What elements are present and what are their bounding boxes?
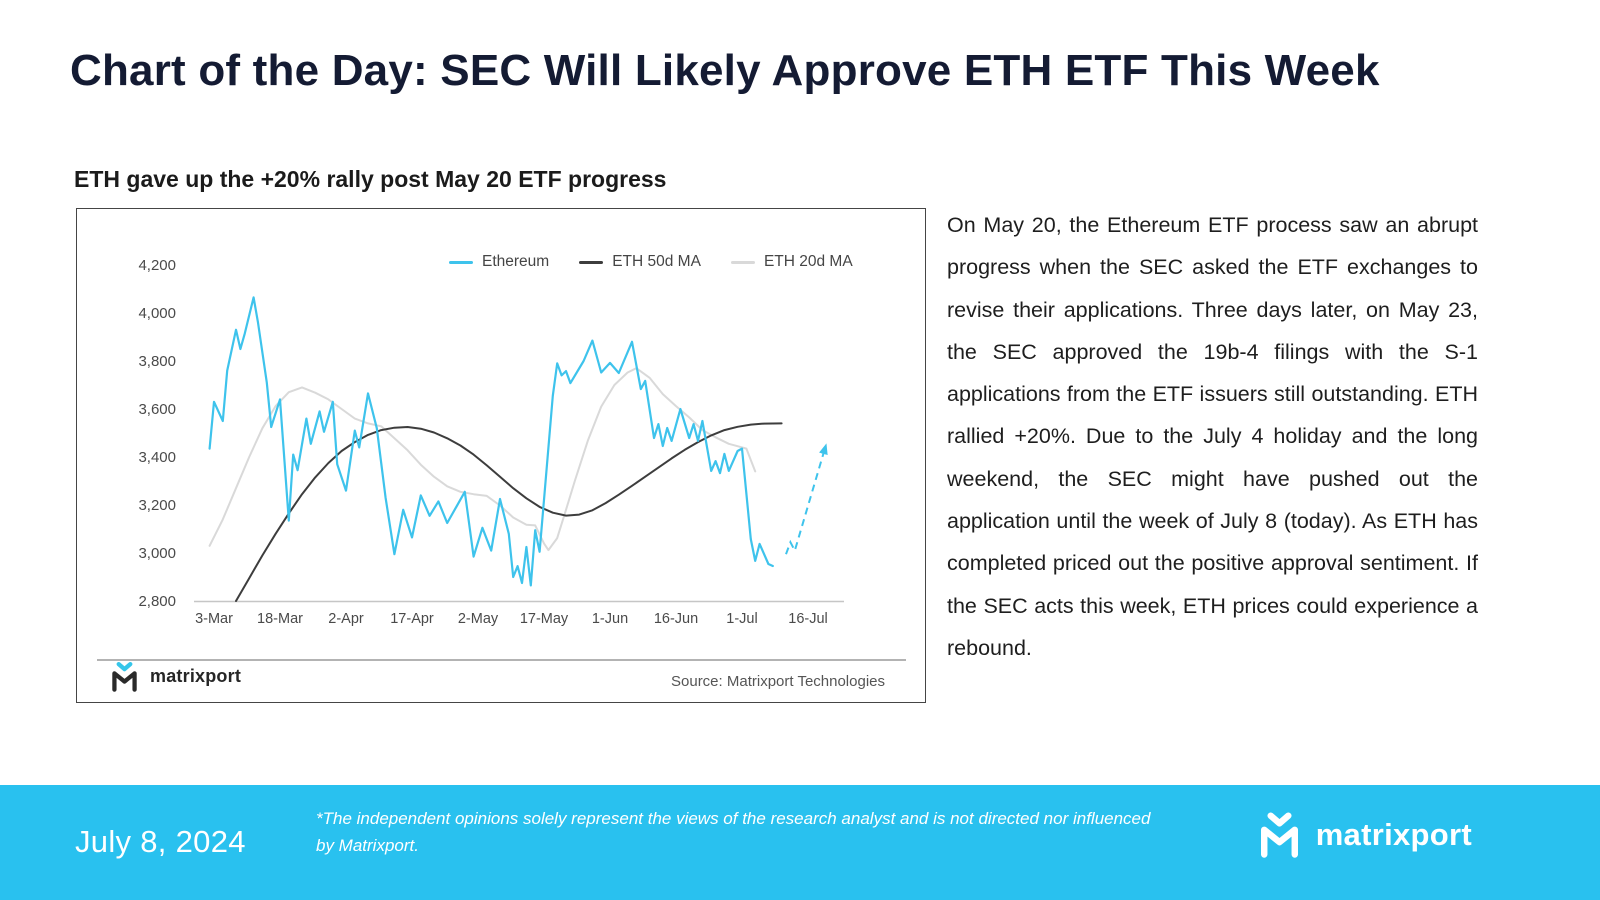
svg-text:3,600: 3,600: [138, 401, 176, 418]
matrixport-m-icon: [112, 661, 137, 692]
x-axis-labels: 3-Mar 18-Mar 2-Apr 17-Apr 2-May 17-May 1-Jun 16…: [195, 611, 828, 627]
matrixport-m-icon-white: [1260, 812, 1298, 858]
chart-legend: Ethereum ETH 50d MA ETH 20d MA: [449, 253, 853, 271]
legend-item-eth-20d-ma: ETH 20d MA: [730, 253, 853, 271]
projection-arrow: [785, 443, 828, 555]
svg-text:2-Apr: 2-Apr: [328, 611, 364, 627]
svg-text:18-Mar: 18-Mar: [257, 611, 303, 627]
svg-text:4,000: 4,000: [138, 305, 176, 322]
chart-source: Source: Matrixport Technologies: [671, 673, 885, 690]
svg-text:1-Jul: 1-Jul: [726, 611, 757, 627]
matrixport-wordmark: matrixport: [150, 666, 242, 686]
legend-swatch-eth-50d-ma: [579, 260, 604, 264]
series-eth-50d-ma: [235, 422, 783, 602]
footer-matrixport-wordmark: matrixport: [1315, 816, 1472, 852]
footer-matrixport-logo: matrixport: [1256, 811, 1472, 858]
matrixport-logo: matrixport: [109, 661, 241, 692]
legend-item-ethereum: Ethereum: [449, 253, 549, 271]
footer-bar: July 8, 2024 *The independent opinions s…: [0, 785, 1600, 900]
svg-text:3,200: 3,200: [138, 497, 176, 514]
svg-text:3,800: 3,800: [138, 353, 176, 370]
legend-label-eth-50d-ma: ETH 50d MA: [612, 253, 701, 270]
legend-item-eth-50d-ma: ETH 50d MA: [579, 253, 701, 271]
svg-text:2,800: 2,800: [138, 593, 176, 610]
page-title: Chart of the Day: SEC Will Likely Approv…: [70, 46, 1380, 95]
series-eth-20d-ma: [208, 367, 757, 552]
svg-text:16-Jun: 16-Jun: [654, 611, 698, 627]
svg-text:2-May: 2-May: [458, 611, 499, 627]
footer-date: July 8, 2024: [75, 824, 246, 859]
svg-text:3,400: 3,400: [138, 449, 176, 466]
chart-subtitle: ETH gave up the +20% rally post May 20 E…: [74, 166, 667, 192]
legend-label-ethereum: Ethereum: [482, 253, 550, 270]
legend-swatch-eth-20d-ma: [730, 260, 755, 264]
svg-text:3-Mar: 3-Mar: [195, 611, 233, 627]
footer-disclaimer: *The independent opinions solely represe…: [316, 809, 1151, 855]
svg-text:4,200: 4,200: [138, 257, 176, 274]
svg-text:17-May: 17-May: [520, 611, 569, 627]
svg-text:16-Jul: 16-Jul: [788, 611, 828, 627]
legend-label-eth-20d-ma: ETH 20d MA: [763, 253, 853, 270]
chart-panel: 2,800 3,000 3,200 3,400 3,600 3,800 4,000 4,200…: [76, 208, 926, 703]
svg-text:1-Jun: 1-Jun: [592, 611, 628, 627]
series-ethereum: [208, 296, 774, 587]
svg-text:3,000: 3,000: [138, 545, 176, 562]
legend-swatch-ethereum: [449, 260, 473, 264]
svg-text:17-Apr: 17-Apr: [390, 611, 434, 627]
eth-price-chart: 2,800 3,000 3,200 3,400 3,600 3,800 4,000 4,200…: [97, 257, 906, 661]
y-axis-labels: 2,800 3,000 3,200 3,400 3,600 3,800 4,000 4,200: [138, 257, 176, 610]
article-text: On May 20, the Ethereum ETF process saw …: [947, 213, 1478, 660]
